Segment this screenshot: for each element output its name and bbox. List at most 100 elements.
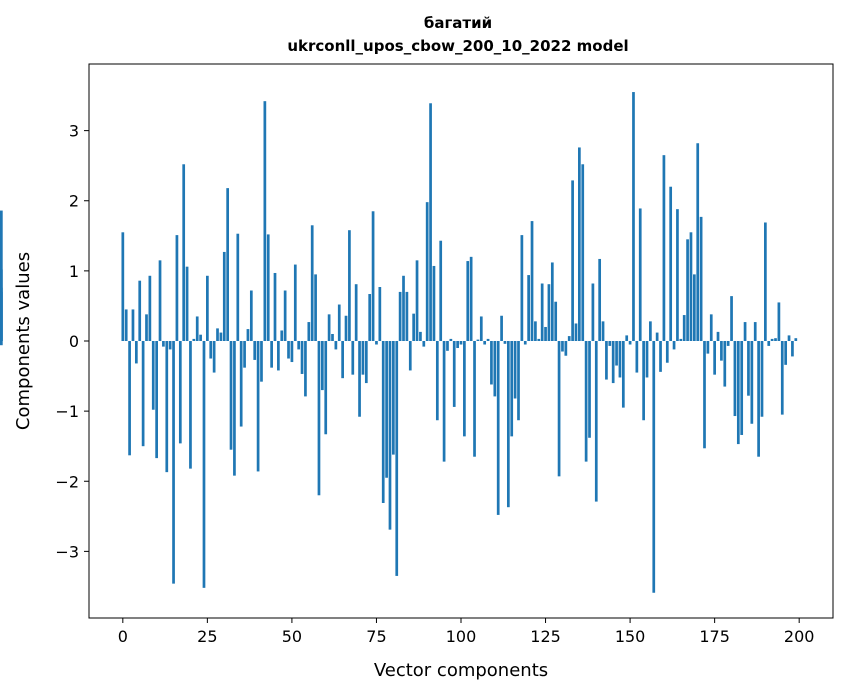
- bar: [270, 341, 273, 368]
- bar: [540, 283, 544, 341]
- bar: [490, 341, 493, 385]
- chart-subtitle: ukrconll_upos_cbow_200_10_2022 model: [287, 37, 628, 55]
- bar: [479, 316, 483, 341]
- bar: [361, 341, 365, 375]
- bar: [253, 341, 257, 360]
- bar: [412, 313, 416, 341]
- bar: [750, 341, 754, 424]
- bar: [364, 341, 368, 384]
- bar: [408, 341, 412, 371]
- bar: [703, 341, 706, 449]
- bar: [591, 283, 595, 341]
- bar: [226, 188, 230, 341]
- bar: [503, 341, 507, 344]
- bar: [638, 208, 642, 341]
- bar: [446, 341, 449, 351]
- bar: [517, 341, 520, 421]
- bar: [692, 274, 696, 341]
- bar: [422, 341, 426, 347]
- bar: [324, 341, 328, 435]
- x-tick-label: 175: [699, 627, 730, 646]
- bar: [513, 341, 517, 399]
- bar: [354, 284, 358, 341]
- bar: [496, 341, 500, 515]
- bar: [378, 287, 382, 341]
- bar: [679, 338, 683, 341]
- bar: [777, 302, 781, 341]
- bar: [206, 275, 209, 341]
- bar: [486, 338, 490, 341]
- bar: [787, 335, 791, 341]
- bar: [419, 331, 422, 341]
- bar: [182, 164, 186, 341]
- ticks-group: 0 25 50 75 100 125 150 175 200 −3 −2 −1 0 1 2 3: [55, 122, 814, 646]
- bar: [632, 92, 635, 341]
- bar: [331, 333, 334, 341]
- y-tick-label: 0: [69, 332, 79, 351]
- x-tick-label: 150: [615, 627, 646, 646]
- bar: [655, 332, 659, 341]
- x-tick-label: 25: [197, 627, 217, 646]
- bar: [709, 314, 713, 341]
- bar: [398, 291, 402, 341]
- bar: [588, 341, 591, 438]
- bar: [317, 341, 321, 496]
- bar: [534, 321, 537, 341]
- bar: [0, 341, 3, 346]
- bar: [283, 290, 287, 341]
- bar: [665, 341, 669, 363]
- x-tick-label: 75: [366, 627, 386, 646]
- bar: [659, 341, 662, 372]
- bar: [348, 230, 351, 341]
- bar: [158, 260, 162, 341]
- bar: [124, 309, 128, 341]
- y-tick-label: −3: [55, 542, 79, 561]
- plot-area-frame: [88, 63, 834, 619]
- bar: [432, 265, 436, 341]
- bar: [689, 232, 693, 341]
- bar: [625, 335, 629, 341]
- bars-group: [0, 92, 798, 593]
- bar: [642, 341, 645, 421]
- bar: [141, 341, 145, 447]
- bar: [395, 341, 399, 576]
- bar: [561, 341, 564, 352]
- bar: [199, 334, 202, 341]
- bar: [310, 225, 314, 341]
- bar: [358, 341, 361, 417]
- bar: [314, 274, 317, 341]
- bar: [172, 341, 175, 584]
- bar: [260, 341, 263, 382]
- bar: [415, 260, 419, 341]
- bar: [456, 341, 459, 349]
- bar: [726, 341, 730, 346]
- bar: [791, 341, 794, 357]
- bar: [720, 341, 723, 361]
- x-tick-label: 125: [530, 627, 561, 646]
- bar: [780, 341, 784, 415]
- bar: [578, 147, 581, 341]
- bar: [669, 186, 673, 341]
- bar: [649, 321, 652, 341]
- bar: [256, 341, 260, 472]
- bar: [523, 341, 527, 345]
- bar: [618, 341, 622, 378]
- bar: [297, 341, 301, 350]
- bar: [459, 341, 463, 345]
- bar: [351, 341, 355, 375]
- bar: [753, 322, 757, 341]
- bar: [287, 341, 290, 359]
- bar: [249, 290, 253, 341]
- bar: [371, 211, 375, 341]
- bar: [547, 284, 551, 341]
- bar: [381, 341, 385, 503]
- bar: [747, 341, 750, 396]
- bar: [246, 329, 250, 341]
- bar: [388, 341, 392, 530]
- bar: [273, 272, 277, 341]
- bar: [564, 341, 568, 356]
- bar: [165, 341, 169, 473]
- bar: [550, 262, 554, 341]
- x-tick-label: 100: [446, 627, 477, 646]
- bar: [544, 326, 547, 341]
